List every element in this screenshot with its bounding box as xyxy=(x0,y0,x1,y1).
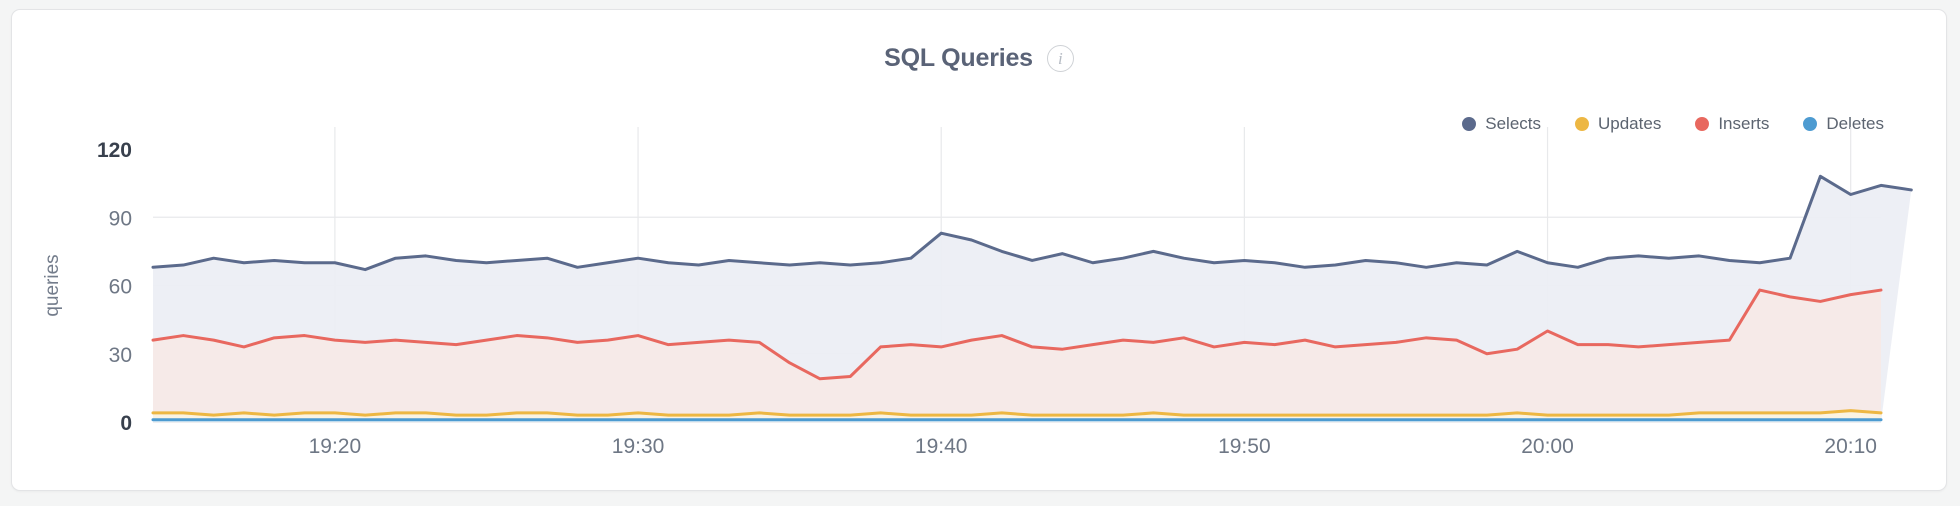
y-axis-tick-label: 90 xyxy=(109,207,132,230)
legend-swatch-deletes-icon xyxy=(1803,117,1818,131)
legend-swatch-updates-icon xyxy=(1575,117,1589,131)
legend-item-label: Deletes xyxy=(1826,114,1884,133)
x-axis-tick-label: 19:50 xyxy=(1218,435,1271,458)
sql-queries-area-chart[interactable]: 0 30 60 90 120 19:20 19:30 19:40 19:50 20:00 20:10… xyxy=(12,10,1947,491)
info-icon[interactable]: i xyxy=(1046,45,1074,72)
legend-item-label: Selects xyxy=(1485,114,1541,133)
series-line-inserts[interactable] xyxy=(151,288,1883,381)
legend-swatch-selects-icon xyxy=(1462,117,1477,131)
legend-item-selects[interactable]: Selects xyxy=(1462,114,1541,134)
y-axis-tick-label: 60 xyxy=(109,276,132,299)
legend-item-deletes[interactable]: Deletes xyxy=(1803,114,1884,134)
x-axis-tick-label: 20:00 xyxy=(1521,435,1574,458)
legend-swatch-inserts-icon xyxy=(1695,117,1710,131)
x-axis-tick-label: 19:40 xyxy=(915,435,968,458)
x-axis-tick-label: 19:20 xyxy=(309,435,362,458)
y-axis-tick-label: 120 xyxy=(97,139,132,162)
x-axis-tick-label: 19:30 xyxy=(612,435,665,458)
page-title: SQL Queries xyxy=(884,44,1033,72)
sql-queries-chart-card: SQL Queries i Selects Updates Inserts Delet… xyxy=(11,9,1947,491)
x-axis-tick-label: 20:10 xyxy=(1824,435,1877,458)
legend-item-inserts[interactable]: Inserts xyxy=(1695,114,1769,134)
chart-header: SQL Queries i xyxy=(12,44,1946,73)
y-axis-tick-label: 30 xyxy=(109,344,132,367)
series-line-selects[interactable] xyxy=(151,174,1913,272)
series-line-updates[interactable] xyxy=(151,409,1883,417)
chart-legend: Selects Updates Inserts Deletes xyxy=(1462,114,1884,134)
legend-item-updates[interactable]: Updates xyxy=(1575,114,1661,134)
plot-area: 0 30 60 90 120 19:20 19:30 19:40 19:50 20:00 20:10… xyxy=(12,10,1947,491)
series-area-inserts xyxy=(153,290,1881,422)
legend-item-label: Updates xyxy=(1598,114,1662,133)
legend-item-label: Inserts xyxy=(1718,114,1770,133)
y-axis-title: queries xyxy=(42,254,63,316)
y-axis-tick-label: 0 xyxy=(120,412,132,435)
